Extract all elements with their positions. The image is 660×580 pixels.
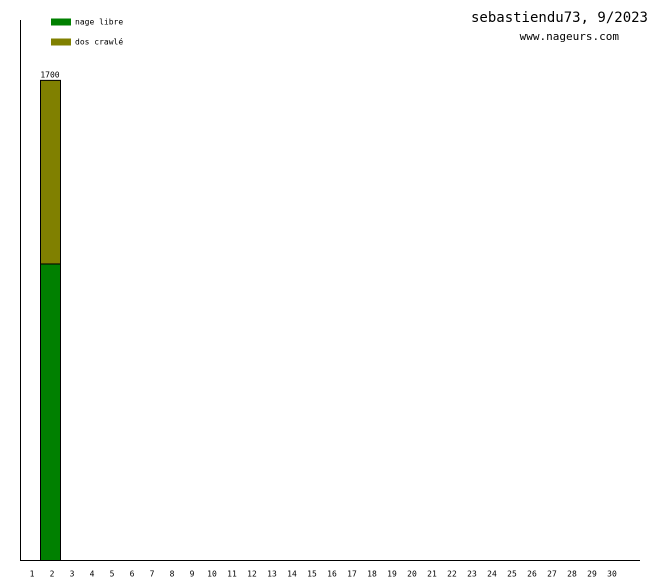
x-tick-label: 9 [190, 570, 195, 579]
x-tick-label: 21 [427, 570, 437, 579]
x-tick-label: 5 [110, 570, 115, 579]
bar-segment [40, 79, 61, 265]
x-tick-label: 15 [307, 570, 317, 579]
x-tick-label: 3 [70, 570, 75, 579]
x-tick-label: 18 [367, 570, 377, 579]
x-tick-label: 28 [567, 570, 577, 579]
x-tick-label: 8 [170, 570, 175, 579]
x-tick-label: 2 [50, 570, 55, 579]
x-tick-label: 29 [587, 570, 597, 579]
x-tick-label: 6 [130, 570, 135, 579]
x-tick-label: 26 [527, 570, 537, 579]
legend-swatch [51, 38, 71, 46]
x-tick-label: 25 [507, 570, 517, 579]
legend-swatch [51, 18, 71, 26]
x-tick-label: 30 [607, 570, 617, 579]
x-tick-label: 20 [407, 570, 417, 579]
x-tick-label: 16 [327, 570, 337, 579]
x-tick-label: 7 [150, 570, 155, 579]
x-tick-label: 11 [227, 570, 237, 579]
x-tick-label: 1 [30, 570, 35, 579]
x-tick-label: 24 [487, 570, 497, 579]
bar-segment [40, 263, 61, 561]
x-tick-label: 17 [347, 570, 357, 579]
x-tick-label: 4 [90, 570, 95, 579]
x-tick-label: 13 [267, 570, 277, 579]
x-tick-label: 23 [467, 570, 477, 579]
legend-label: dos crawlé [75, 37, 123, 47]
x-tick-label: 14 [287, 570, 297, 579]
x-tick-label: 27 [547, 570, 557, 579]
legend-label: nage libre [75, 18, 123, 27]
total-label: 1700 [40, 70, 59, 79]
x-tick-label: 19 [387, 570, 397, 579]
x-tick-label: 10 [207, 570, 217, 579]
x-tick-label: 12 [247, 570, 257, 579]
x-tick-label: 22 [447, 570, 457, 579]
chart-title: sebastiendu73, 9/2023 [471, 10, 648, 26]
chart-subtitle: www.nageurs.com [520, 30, 620, 43]
